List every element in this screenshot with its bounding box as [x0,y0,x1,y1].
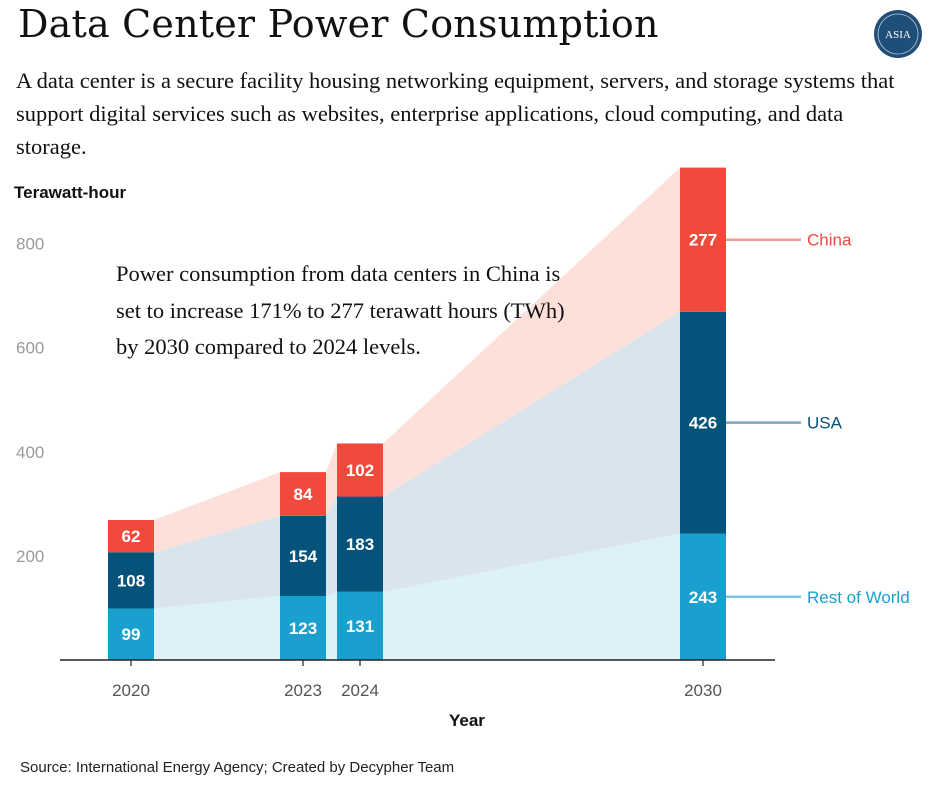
data-label-rest-of-world-2020: 99 [122,625,141,644]
chart-subtitle: A data center is a secure facility housi… [16,68,895,159]
flow-bands [154,167,680,660]
bars: 99 108 62 123 154 84 131 183 102 243 426 277 [108,167,726,660]
y-tick-label: 600 [16,339,44,358]
band-usa-2023-2024 [326,496,337,596]
bar-usa-2023 [280,515,326,596]
x-tick-label: 2024 [341,681,379,700]
band-china-2020-2023 [154,472,280,553]
bar-rest-of-world-2030 [680,533,726,660]
data-label-usa-2023: 154 [289,547,318,566]
bar-china-2023 [280,472,326,516]
x-axis-title: Year [449,711,485,730]
axes: 200 400 600 800 2020 2023 2024 2030 [16,235,775,700]
bar-rest-of-world-2020 [108,608,154,660]
band-china-2024-2030 [383,167,680,497]
asia-logo: ASIA [874,10,922,58]
data-label-rest-of-world-2023: 123 [289,619,317,638]
legend-label-rest-of-world: Rest of World [807,588,910,607]
y-tick-label: 800 [16,235,44,254]
bar-usa-2020 [108,552,154,609]
chart-annotation: Power consumption from data centers in C… [116,261,565,359]
data-label-rest-of-world-2024: 131 [346,617,374,636]
bar-rest-of-world-2023 [280,595,326,660]
band-usa-2024-2030 [383,311,680,592]
bar-china-2020 [108,519,154,553]
y-tick-label: 400 [16,443,44,462]
y-axis-title: Terawatt-hour [14,183,127,202]
x-tick-label: 2020 [112,681,150,700]
data-label-china-2024: 102 [346,461,374,480]
data-label-rest-of-world-2030: 243 [689,588,717,607]
band-rest-of-world-2023-2024 [326,591,337,660]
bar-usa-2024 [337,496,383,592]
band-china-2023-2024 [326,443,337,516]
band-rest-of-world-2024-2030 [383,533,680,660]
legend-label-usa: USA [807,414,843,433]
band-usa-2020-2023 [154,515,280,609]
legend: Rest of World USA China [726,231,910,607]
bar-china-2030 [680,167,726,312]
logo-text: ASIA [885,29,911,41]
bar-china-2024 [337,443,383,497]
band-rest-of-world-2020-2023 [154,595,280,660]
legend-label-china: China [807,231,852,250]
y-tick-label: 200 [16,547,44,566]
data-label-usa-2024: 183 [346,535,374,554]
data-label-china-2020: 62 [122,527,141,546]
x-tick-label: 2023 [284,681,322,700]
source-note: Source: International Energy Agency; Cre… [20,759,455,776]
bar-rest-of-world-2024 [337,591,383,660]
chart-title: Data Center Power Consumption [18,2,659,46]
x-tick-label: 2030 [684,681,722,700]
data-label-usa-2030: 426 [689,414,717,433]
data-label-china-2030: 277 [689,231,717,250]
data-label-china-2023: 84 [294,485,313,504]
data-label-usa-2020: 108 [117,571,145,590]
bar-usa-2030 [680,311,726,534]
